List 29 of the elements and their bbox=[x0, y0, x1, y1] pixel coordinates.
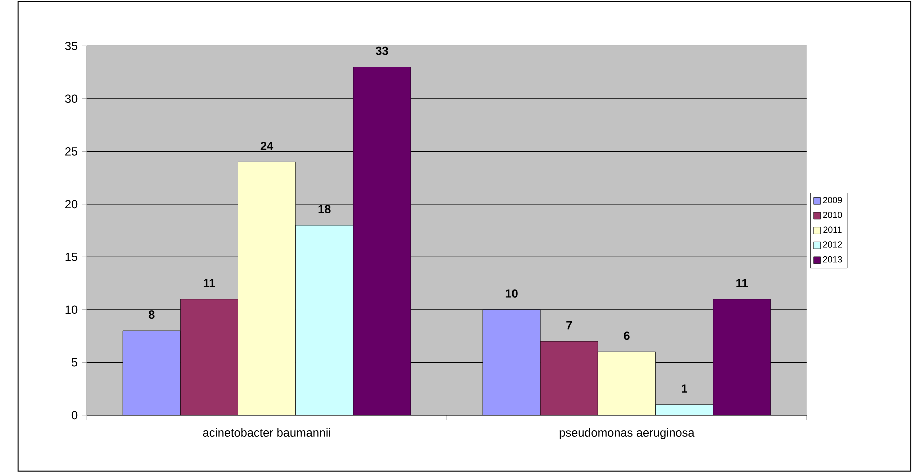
x-tick-label: pseudomonas aeruginosa bbox=[560, 428, 695, 440]
bar bbox=[656, 404, 714, 416]
legend-label: 2009 bbox=[823, 197, 842, 204]
y-tick-label: 10 bbox=[66, 306, 78, 314]
bar bbox=[540, 341, 598, 416]
legend-label: 2012 bbox=[823, 241, 842, 248]
y-tick-label: 25 bbox=[66, 147, 78, 156]
y-tick-label: 0 bbox=[72, 411, 78, 420]
data-label: 10 bbox=[506, 289, 518, 298]
bar bbox=[180, 298, 238, 416]
data-label: 18 bbox=[318, 205, 331, 214]
y-tick-label: 35 bbox=[65, 42, 78, 50]
y-tick-label: 20 bbox=[66, 200, 78, 208]
y-tick-label: 15 bbox=[66, 252, 78, 262]
y-tick-label: 5 bbox=[72, 358, 78, 367]
bar bbox=[296, 225, 354, 416]
legend-label: 2010 bbox=[823, 212, 842, 218]
data-label: 11 bbox=[204, 279, 216, 288]
data-label: 6 bbox=[624, 332, 630, 340]
x-tick-label: acinetobacter baumannii bbox=[203, 428, 330, 437]
data-label: 11 bbox=[736, 279, 748, 288]
data-label: 1 bbox=[682, 384, 688, 393]
legend-label: 2011 bbox=[824, 226, 842, 233]
data-label: 33 bbox=[376, 46, 388, 56]
y-tick-label: 30 bbox=[65, 94, 78, 103]
data-label: 24 bbox=[260, 142, 274, 150]
data-label: 8 bbox=[148, 310, 155, 319]
legend-label: 2013 bbox=[823, 256, 842, 263]
data-label: 7 bbox=[566, 321, 572, 330]
